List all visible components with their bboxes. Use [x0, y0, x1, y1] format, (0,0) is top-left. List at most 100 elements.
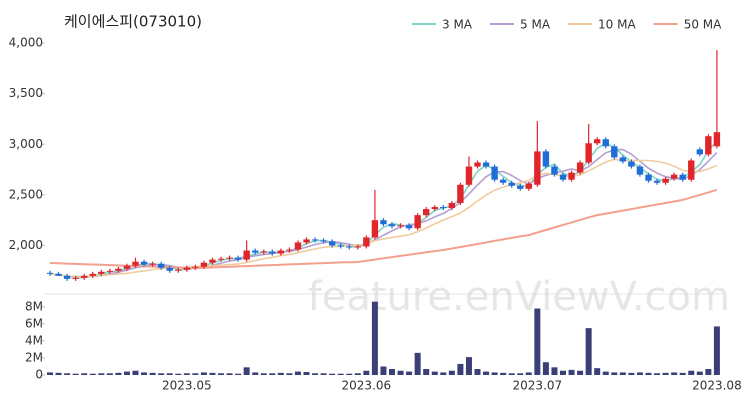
candle-body — [465, 166, 473, 185]
volume-bar — [671, 372, 678, 375]
volume-bar — [457, 363, 464, 375]
volume-bar — [158, 373, 165, 375]
candle-body — [269, 251, 276, 254]
candle-body — [423, 209, 430, 216]
volume-y-tick-label: 8M — [25, 299, 43, 313]
candle-body — [645, 174, 652, 181]
volume-bar — [602, 371, 609, 375]
volume-bar — [64, 373, 71, 375]
candle-body — [508, 182, 515, 186]
candle-body — [303, 239, 310, 243]
volume-bar — [115, 372, 122, 375]
candle-body — [619, 157, 627, 162]
volume-bar — [226, 373, 233, 375]
candle-body — [106, 270, 114, 272]
volume-bar — [175, 373, 182, 375]
candle-body — [517, 185, 524, 189]
volume-bar — [406, 371, 413, 375]
candle-body — [63, 275, 71, 279]
candle-body — [679, 174, 686, 180]
candle-body — [551, 166, 558, 175]
volume-bar — [89, 373, 96, 375]
candle-body — [277, 250, 285, 254]
volume-bar — [645, 372, 652, 375]
watermark: feature.enViewV.com — [308, 274, 730, 320]
candle-body — [149, 263, 156, 265]
candle-body — [226, 257, 233, 259]
candle-body — [474, 162, 481, 167]
volume-bar — [294, 371, 301, 375]
volume-bar — [474, 369, 481, 375]
volume-bar — [209, 372, 216, 375]
candle-body — [568, 172, 575, 180]
volume-bar — [312, 373, 319, 375]
candle-body — [252, 250, 259, 253]
candle-body — [594, 139, 601, 144]
candle-body — [397, 225, 404, 227]
volume-bar — [542, 362, 549, 375]
x-tick-label: 2023.07 — [513, 379, 563, 393]
x-tick-label: 2023.06 — [342, 379, 392, 393]
volume-bar — [337, 373, 344, 375]
volume-bar — [577, 370, 584, 375]
candle-body — [611, 146, 618, 158]
candle-body — [320, 240, 327, 242]
candle-body — [585, 143, 592, 163]
candle-body — [371, 220, 379, 238]
volume-bar — [611, 372, 618, 375]
candle-body — [72, 277, 79, 279]
volume-bar — [448, 370, 455, 375]
volume-bar — [166, 373, 173, 375]
candle-body — [286, 249, 293, 251]
y-tick-label: 3,500 — [9, 86, 43, 100]
candle-body — [346, 246, 353, 248]
candle-body — [328, 241, 336, 246]
x-tick-label: 2023.08 — [692, 379, 742, 393]
volume-bar — [431, 371, 438, 375]
candle-body — [157, 263, 165, 268]
volume-bar — [235, 373, 242, 375]
candle-body — [602, 139, 609, 147]
volume-bar — [329, 373, 336, 375]
volume-bar — [47, 372, 53, 375]
candle-body — [294, 242, 302, 250]
candle-body — [662, 178, 669, 183]
candle-body — [457, 184, 464, 203]
candle-body — [414, 215, 421, 229]
candle-body — [380, 220, 387, 225]
candle-body — [337, 245, 344, 247]
candle-body — [234, 257, 242, 260]
volume-bar — [286, 373, 293, 375]
volume-bar — [354, 373, 361, 375]
volume-bar — [252, 372, 259, 375]
volume-bar — [269, 373, 276, 375]
candle-body — [311, 239, 319, 241]
volume-bar — [465, 357, 472, 375]
volume-bar — [483, 371, 490, 375]
candle-body — [243, 250, 250, 260]
candle-body — [183, 267, 190, 270]
volume-bar — [123, 371, 130, 375]
candle-body — [123, 265, 131, 269]
y-tick-label: 2,500 — [9, 187, 43, 201]
candle-body — [482, 162, 490, 167]
candle-body — [363, 237, 370, 247]
volume-bar — [81, 373, 88, 375]
volume-bar — [713, 326, 720, 375]
candle-body — [81, 275, 88, 278]
volume-bar — [183, 373, 190, 375]
candle-body — [132, 261, 139, 266]
volume-bar — [346, 373, 353, 375]
candle-body — [491, 166, 498, 180]
volume-bar — [688, 370, 695, 375]
candle-body — [705, 136, 712, 155]
volume-bar — [654, 373, 661, 375]
volume-bar — [508, 373, 515, 375]
volume-bar — [414, 352, 421, 375]
volume-bar — [200, 372, 207, 375]
candle-body — [98, 271, 105, 274]
y-tick-label: 4,000 — [9, 36, 43, 50]
legend-label: 10 MA — [598, 18, 636, 32]
volume-bar — [303, 372, 310, 375]
volume-bar — [636, 372, 643, 375]
